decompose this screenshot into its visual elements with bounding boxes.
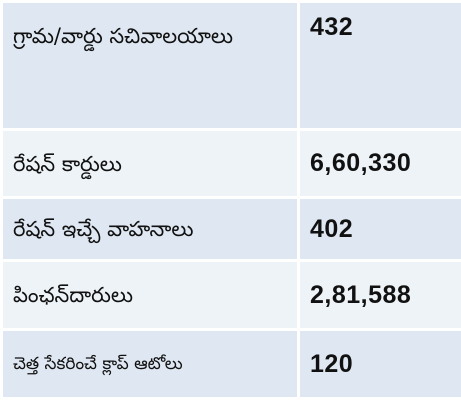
table-row: గ్రామ/వార్డు సచివాలయాలు 432 (3, 3, 461, 128)
row-value: 432 (300, 3, 461, 128)
table-row: రేషన్ ఇచ్చే వాహనాలు 402 (3, 199, 461, 260)
row-label: రేషన్ ఇచ్చే వాహనాలు (3, 199, 297, 260)
row-label: పింఛన్‌దారులు (3, 262, 297, 329)
row-label: రేషన్ కార్డులు (3, 130, 297, 197)
row-value: 6,60,330 (300, 130, 461, 197)
row-value: 120 (300, 331, 461, 397)
table-row: చెత్త సేకరించే క్లాప్ ఆటోలు 120 (3, 331, 461, 397)
row-label: చెత్త సేకరించే క్లాప్ ఆటోలు (3, 331, 297, 397)
table-row: పింఛన్‌దారులు 2,81,588 (3, 262, 461, 329)
row-label: గ్రామ/వార్డు సచివాలయాలు (3, 3, 297, 128)
table-row: రేషన్ కార్డులు 6,60,330 (3, 130, 461, 197)
row-value: 402 (300, 199, 461, 260)
row-value: 2,81,588 (300, 262, 461, 329)
